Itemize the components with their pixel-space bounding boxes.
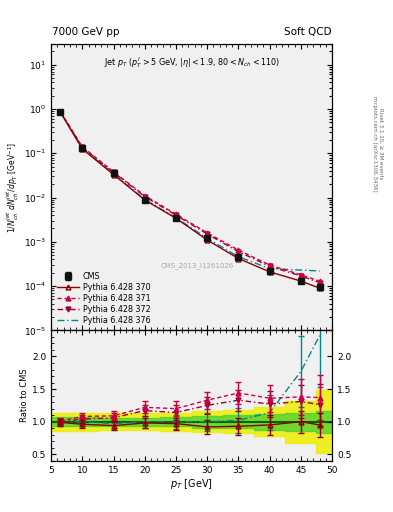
Pythia 6.428 371	[236, 247, 241, 253]
Pythia 6.428 372	[174, 212, 178, 218]
Pythia 6.428 370	[58, 109, 63, 115]
Text: 7000 GeV pp: 7000 GeV pp	[52, 27, 120, 37]
Pythia 6.428 371	[174, 211, 178, 217]
Line: Pythia 6.428 372: Pythia 6.428 372	[58, 110, 322, 285]
Text: CMS_2013_I1261026: CMS_2013_I1261026	[161, 262, 234, 269]
Pythia 6.428 372	[111, 169, 116, 176]
Pythia 6.428 372	[236, 248, 241, 254]
Text: Jet $p_T$ ($p^l_T>5$ GeV, $|\eta|<1.9$, $80<N_{ch}<110$): Jet $p_T$ ($p^l_T>5$ GeV, $|\eta|<1.9$, …	[103, 55, 280, 70]
Pythia 6.428 372	[205, 231, 209, 237]
Text: mcplots.cern.ch [arXiv:1306.3436]: mcplots.cern.ch [arXiv:1306.3436]	[373, 96, 377, 191]
Pythia 6.428 371	[299, 272, 303, 278]
Pythia 6.428 376	[58, 109, 63, 115]
Pythia 6.428 371	[80, 144, 84, 150]
Pythia 6.428 376	[80, 145, 84, 151]
Y-axis label: Ratio to CMS: Ratio to CMS	[20, 369, 29, 422]
Pythia 6.428 370	[174, 215, 178, 221]
Text: Soft QCD: Soft QCD	[285, 27, 332, 37]
Pythia 6.428 370	[236, 255, 241, 262]
Pythia 6.428 371	[205, 230, 209, 236]
Pythia 6.428 376	[174, 215, 178, 221]
Text: Rivet 3.1.10, ≥ 3M events: Rivet 3.1.10, ≥ 3M events	[378, 108, 383, 179]
Pythia 6.428 371	[142, 193, 147, 199]
Pythia 6.428 370	[205, 237, 209, 243]
Pythia 6.428 371	[267, 262, 272, 268]
Pythia 6.428 370	[299, 278, 303, 284]
Pythia 6.428 376	[205, 235, 209, 241]
Pythia 6.428 372	[80, 144, 84, 151]
Pythia 6.428 376	[299, 267, 303, 273]
Pythia 6.428 376	[111, 171, 116, 177]
Y-axis label: $1/N_{ch}^{jet}\ dN_{ch}^{jet}/dp_{T}\ [\mathrm{GeV}^{-1}]$: $1/N_{ch}^{jet}\ dN_{ch}^{jet}/dp_{T}\ […	[5, 141, 21, 232]
Pythia 6.428 370	[111, 172, 116, 178]
Pythia 6.428 376	[142, 197, 147, 203]
Line: Pythia 6.428 370: Pythia 6.428 370	[58, 110, 322, 291]
Pythia 6.428 372	[58, 109, 63, 115]
Pythia 6.428 376	[236, 253, 241, 260]
Pythia 6.428 370	[317, 285, 322, 291]
X-axis label: $p_T$ [GeV]: $p_T$ [GeV]	[170, 477, 213, 492]
Line: Pythia 6.428 371: Pythia 6.428 371	[58, 110, 322, 284]
Pythia 6.428 371	[58, 109, 63, 115]
Pythia 6.428 372	[142, 194, 147, 200]
Pythia 6.428 371	[111, 169, 116, 175]
Pythia 6.428 376	[317, 268, 322, 274]
Pythia 6.428 370	[142, 197, 147, 203]
Legend: CMS, Pythia 6.428 370, Pythia 6.428 371, Pythia 6.428 372, Pythia 6.428 376: CMS, Pythia 6.428 370, Pythia 6.428 371,…	[55, 270, 152, 326]
Line: Pythia 6.428 376: Pythia 6.428 376	[61, 112, 320, 271]
Pythia 6.428 372	[299, 273, 303, 279]
Pythia 6.428 372	[317, 280, 322, 286]
Pythia 6.428 372	[267, 263, 272, 269]
Pythia 6.428 376	[267, 265, 272, 271]
Pythia 6.428 370	[267, 269, 272, 275]
Pythia 6.428 371	[317, 278, 322, 284]
Pythia 6.428 370	[80, 146, 84, 152]
